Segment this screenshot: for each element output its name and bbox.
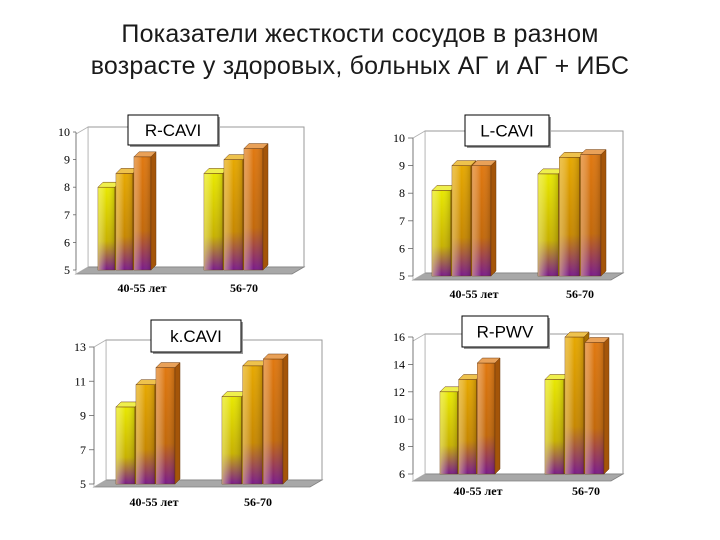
k-cavi-title-box bbox=[150, 319, 242, 353]
r-pwv-title-box bbox=[461, 315, 549, 348]
slide-title-line-2: возрасте у здоровых, больных АГ и АГ + И… bbox=[90, 52, 630, 80]
r-cavi-y-tick: 9 bbox=[64, 153, 70, 167]
l-cavi-side-wall bbox=[412, 130, 426, 281]
slide-title-line-1: Показатели жесткости сосудов в разном bbox=[121, 20, 599, 48]
l-cavi-y-tick: 8 bbox=[399, 186, 405, 200]
l-cavi-y-tick: 7 bbox=[399, 214, 405, 228]
r-pwv-side-wall bbox=[412, 333, 426, 482]
r-pwv-y-tick: 6 bbox=[399, 467, 405, 481]
k-cavi-y-tick: 13 bbox=[74, 340, 86, 354]
l-cavi-y-tick: 6 bbox=[399, 241, 405, 255]
r-cavi-side-wall bbox=[75, 126, 89, 275]
k-cavi-bar bbox=[115, 401, 141, 485]
k-cavi-y-tick: 9 bbox=[80, 409, 86, 423]
l-cavi-y-tick: 10 bbox=[393, 131, 405, 145]
l-cavi-title-box bbox=[464, 114, 550, 147]
k-cavi-title: k.CAVI bbox=[170, 327, 222, 346]
k-cavi-bar bbox=[155, 361, 181, 485]
r-cavi-chart: 5 6 7 8 9 10 40-55 лет 56-70 R-CAVI bbox=[58, 114, 306, 295]
l-cavi-y-tick: 9 bbox=[399, 159, 405, 173]
r-pwv-title: R-PWV bbox=[477, 323, 534, 342]
r-cavi-y-tick: 10 bbox=[58, 125, 70, 139]
l-cavi-x-tick: 56-70 bbox=[566, 287, 594, 301]
r-cavi-title: R-CAVI bbox=[145, 121, 201, 140]
r-pwv-y-tick: 8 bbox=[399, 440, 405, 454]
r-cavi-title-box bbox=[127, 114, 219, 146]
r-cavi-y-tick: 8 bbox=[64, 180, 70, 194]
r-pwv-x-tick: 56-70 bbox=[572, 484, 600, 498]
k-cavi-y-tick: 11 bbox=[74, 374, 86, 388]
l-cavi-bar bbox=[471, 159, 497, 277]
r-cavi-x-tick: 40-55 лет bbox=[118, 281, 167, 295]
slide-title: Показатели жесткости сосудов в разном во… bbox=[0, 18, 720, 82]
r-pwv-y-tick: 12 bbox=[393, 385, 405, 399]
r-pwv-y-tick: 16 bbox=[393, 330, 405, 344]
k-cavi-y-tick: 5 bbox=[80, 477, 86, 491]
r-cavi-bar bbox=[243, 142, 269, 271]
l-cavi-chart: 5 6 7 8 9 10 40-55 лет 56-70 L-CAVI bbox=[393, 114, 625, 301]
r-pwv-y-tick: 10 bbox=[393, 412, 405, 426]
r-pwv-chart: 6 8 10 12 14 16 40-55 лет 56-70 R-PWV bbox=[393, 315, 625, 498]
r-pwv-bar bbox=[584, 336, 610, 475]
r-pwv-bar bbox=[476, 357, 501, 475]
r-cavi-y-tick: 6 bbox=[64, 235, 70, 249]
k-cavi-chart: 5 7 9 11 13 40-55 лет 56-70 k.CAVI bbox=[74, 319, 324, 509]
k-cavi-bar bbox=[242, 360, 268, 485]
r-cavi-y-tick: 7 bbox=[64, 208, 70, 222]
k-cavi-x-tick: 56-70 bbox=[244, 495, 272, 509]
r-pwv-x-tick: 40-55 лет bbox=[454, 484, 503, 498]
l-cavi-bar bbox=[580, 148, 607, 277]
k-cavi-y-tick: 7 bbox=[80, 443, 86, 457]
k-cavi-bar bbox=[262, 353, 289, 485]
r-cavi-bar bbox=[133, 151, 157, 271]
k-cavi-x-tick: 40-55 лет bbox=[130, 495, 179, 509]
l-cavi-x-tick: 40-55 лет bbox=[450, 287, 499, 301]
r-cavi-y-tick: 5 bbox=[64, 263, 70, 277]
r-cavi-x-tick: 56-70 bbox=[230, 281, 258, 295]
k-cavi-side-wall bbox=[93, 339, 107, 488]
l-cavi-y-tick: 5 bbox=[399, 269, 405, 283]
r-pwv-floor bbox=[411, 473, 625, 482]
r-pwv-y-tick: 14 bbox=[393, 357, 405, 371]
l-cavi-title: L-CAVI bbox=[480, 122, 534, 141]
